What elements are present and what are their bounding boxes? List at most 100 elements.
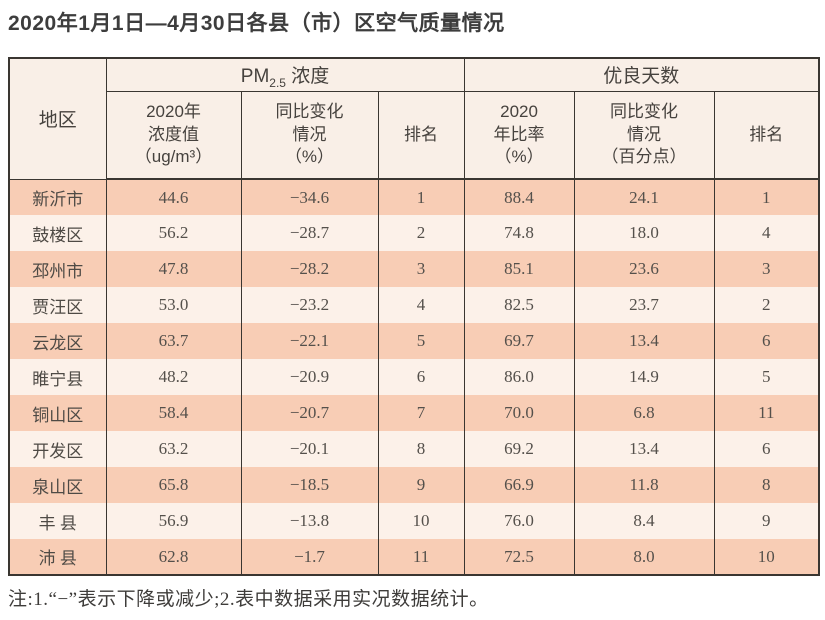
cell-pm-change: −20.1 (240, 431, 379, 467)
pm25-label-prefix: PM (240, 66, 270, 88)
cell-days-change: 23.7 (573, 287, 715, 323)
header-pm-change: 同比变化 情况 （%） (240, 91, 379, 180)
cell-days-change: 13.4 (573, 431, 715, 467)
header-sub-row: 2020年 浓度值 （ug/m³） 同比变化 情况 （%） 排名 2020 年比… (9, 91, 820, 180)
cell-pm-concentration: 62.8 (105, 539, 242, 575)
table-row: 睢宁县 48.2 −20.9 6 86.0 14.9 5 (8, 359, 820, 395)
cell-pm-change: −28.2 (240, 251, 379, 287)
table-row: 丰 县 56.9 −13.8 10 76.0 8.4 9 (8, 503, 820, 539)
cell-days-change: 11.8 (573, 467, 715, 503)
cell-days-change: 23.6 (573, 251, 715, 287)
table-row: 泉山区 65.8 −18.5 9 66.9 11.8 8 (8, 467, 820, 503)
page-title: 2020年1月1日—4月30日各县（市）区空气质量情况 (8, 12, 505, 35)
header-good-days-group: 优良天数 (463, 58, 820, 92)
cell-pm-change: −13.8 (240, 503, 379, 539)
cell-days-rank: 10 (713, 539, 820, 575)
cell-days-rank: 4 (713, 215, 820, 251)
cell-days-change: 14.9 (573, 359, 715, 395)
cell-days-ratio: 70.0 (463, 395, 575, 431)
cell-region: 丰 县 (8, 503, 107, 539)
cell-pm-rank: 3 (377, 251, 465, 287)
cell-pm-rank: 1 (377, 179, 465, 215)
cell-days-ratio: 82.5 (463, 287, 575, 323)
cell-pm-concentration: 53.0 (105, 287, 242, 323)
cell-days-ratio: 72.5 (463, 539, 575, 575)
cell-region: 铜山区 (8, 395, 107, 431)
table-row: 鼓楼区 56.2 −28.7 2 74.8 18.0 4 (8, 215, 820, 251)
cell-region: 睢宁县 (8, 359, 107, 395)
cell-days-rank: 5 (713, 359, 820, 395)
cell-days-rank: 9 (713, 503, 820, 539)
cell-region: 泉山区 (8, 467, 107, 503)
cell-days-ratio: 74.8 (463, 215, 575, 251)
cell-region: 开发区 (8, 431, 107, 467)
cell-region: 鼓楼区 (8, 215, 107, 251)
cell-pm-change: −20.9 (240, 359, 379, 395)
cell-pm-change: −34.6 (240, 179, 379, 215)
header-days-change: 同比变化 情况 （百分点） (573, 91, 715, 180)
cell-days-rank: 1 (713, 179, 820, 215)
cell-pm-change: −22.1 (240, 323, 379, 359)
cell-days-change: 6.8 (573, 395, 715, 431)
cell-pm-concentration: 56.2 (105, 215, 242, 251)
cell-days-rank: 11 (713, 395, 820, 431)
cell-pm-concentration: 56.9 (105, 503, 242, 539)
cell-pm-rank: 9 (377, 467, 465, 503)
cell-pm-concentration: 63.2 (105, 431, 242, 467)
cell-days-ratio: 69.2 (463, 431, 575, 467)
cell-region: 新沂市 (8, 179, 107, 215)
header-pm-rank: 排名 (377, 91, 465, 180)
cell-days-change: 24.1 (573, 179, 715, 215)
table-header: 地区 PM2.5 浓度 优良天数 2020年 浓度值 （ug/m³） 同比变化 … (8, 58, 820, 180)
table-row: 邳州市 47.8 −28.2 3 85.1 23.6 3 (8, 251, 820, 287)
cell-pm-rank: 2 (377, 215, 465, 251)
cell-days-ratio: 66.9 (463, 467, 575, 503)
header-days-rank: 排名 (713, 91, 820, 180)
cell-region: 贾汪区 (8, 287, 107, 323)
header-days-ratio: 2020 年比率 （%） (463, 91, 575, 180)
cell-pm-concentration: 47.8 (105, 251, 242, 287)
cell-pm-change: −20.7 (240, 395, 379, 431)
cell-pm-rank: 6 (377, 359, 465, 395)
table-row: 开发区 63.2 −20.1 8 69.2 13.4 6 (8, 431, 820, 467)
cell-pm-concentration: 48.2 (105, 359, 242, 395)
cell-days-change: 18.0 (573, 215, 715, 251)
cell-pm-change: −28.7 (240, 215, 379, 251)
cell-days-ratio: 69.7 (463, 323, 575, 359)
cell-days-ratio: 86.0 (463, 359, 575, 395)
cell-pm-rank: 5 (377, 323, 465, 359)
cell-days-change: 8.0 (573, 539, 715, 575)
cell-days-rank: 8 (713, 467, 820, 503)
cell-pm-concentration: 63.7 (105, 323, 242, 359)
cell-pm-rank: 8 (377, 431, 465, 467)
cell-pm-concentration: 44.6 (105, 179, 242, 215)
cell-pm-change: −18.5 (240, 467, 379, 503)
cell-pm-rank: 11 (377, 539, 465, 575)
cell-region: 沛 县 (8, 539, 107, 575)
cell-pm-concentration: 58.4 (105, 395, 242, 431)
cell-days-ratio: 88.4 (463, 179, 575, 215)
cell-pm-change: −1.7 (240, 539, 379, 575)
cell-days-ratio: 85.1 (463, 251, 575, 287)
cell-pm-rank: 4 (377, 287, 465, 323)
cell-days-rank: 6 (713, 431, 820, 467)
table-row: 云龙区 63.7 −22.1 5 69.7 13.4 6 (8, 323, 820, 359)
cell-region: 云龙区 (8, 323, 107, 359)
table-row: 贾汪区 53.0 −23.2 4 82.5 23.7 2 (8, 287, 820, 323)
header-pm25-group: PM2.5 浓度 (105, 58, 465, 92)
header-group-row: 地区 PM2.5 浓度 优良天数 (8, 58, 820, 180)
cell-pm-rank: 7 (377, 395, 465, 431)
pm25-label-subscript: 2.5 (269, 76, 286, 91)
header-pm-value: 2020年 浓度值 （ug/m³） (105, 91, 242, 180)
footnote: 注:1.“−”表示下降或减少;2.表中数据采用实况数据统计。 (8, 589, 489, 610)
cell-pm-concentration: 65.8 (105, 467, 242, 503)
cell-days-rank: 3 (713, 251, 820, 287)
header-region: 地区 (8, 58, 107, 180)
cell-pm-change: −23.2 (240, 287, 379, 323)
cell-days-change: 13.4 (573, 323, 715, 359)
cell-days-change: 8.4 (573, 503, 715, 539)
pm25-label-suffix: 浓度 (285, 66, 330, 88)
cell-days-ratio: 76.0 (463, 503, 575, 539)
table-row: 铜山区 58.4 −20.7 7 70.0 6.8 11 (8, 395, 820, 431)
